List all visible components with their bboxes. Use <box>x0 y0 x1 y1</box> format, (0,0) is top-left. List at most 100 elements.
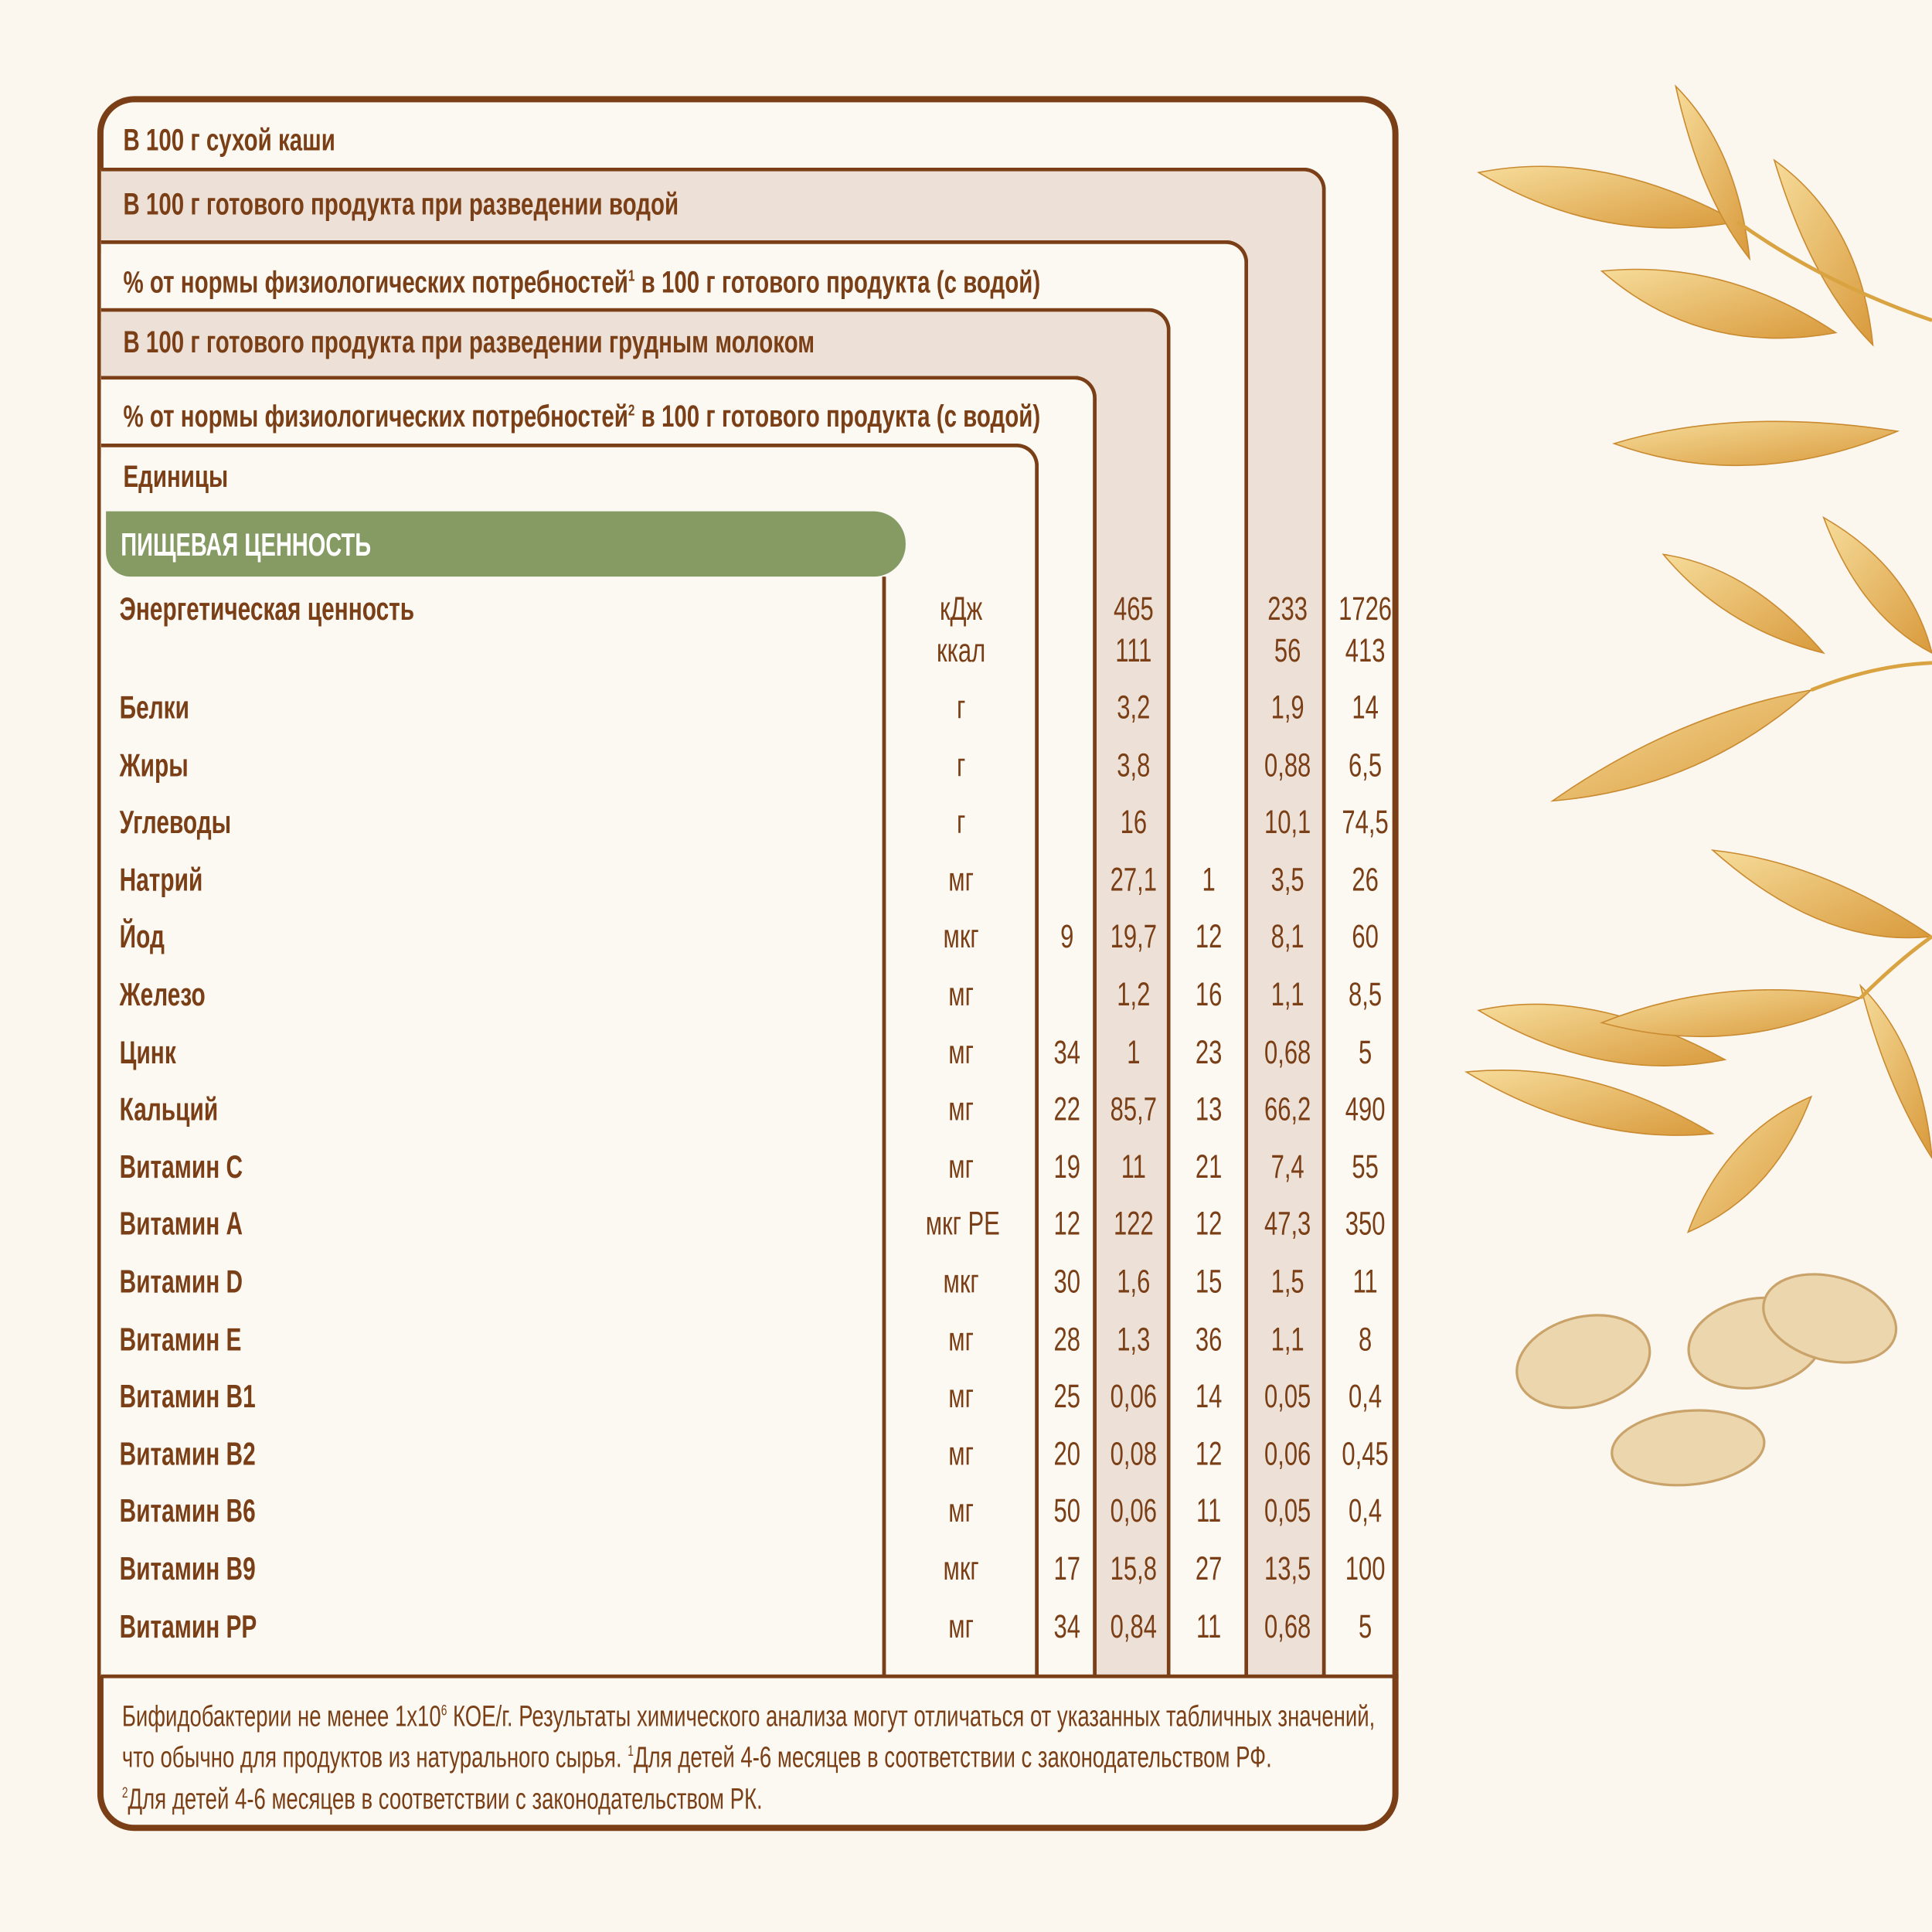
unit-cell: мг <box>948 1148 974 1185</box>
oat-stems <box>1736 220 1932 1000</box>
section-title: ПИЩЕВАЯ ЦЕННОСТЬ <box>121 526 372 563</box>
oat-spikelets <box>1464 84 1932 1233</box>
value-cell-milk: 0,08 <box>1110 1435 1158 1472</box>
value-cell: 56 <box>1274 631 1301 669</box>
header-pct2: % от нормы физиологических потребностей2… <box>123 392 1040 435</box>
value-cell: 413 <box>1345 631 1386 669</box>
unit-cell: ккал <box>937 631 986 669</box>
value-cell-water: 1,1 <box>1270 1320 1304 1358</box>
value-cell-pct1: 1 <box>1202 861 1216 898</box>
value-cell-milk: 122 <box>1113 1205 1154 1243</box>
value-cell-dry: 490 <box>1345 1090 1386 1128</box>
unit-cell: мкг <box>943 1263 979 1301</box>
value-cell-pct1: 11 <box>1196 1607 1222 1645</box>
footnote-ref: 1 <box>628 266 635 285</box>
unit-cell: г <box>956 689 966 726</box>
value-cell-pct2: 28 <box>1053 1320 1080 1358</box>
row-name: Йод <box>119 918 165 956</box>
value-cell-pct1: 16 <box>1195 975 1223 1013</box>
value-cell-dry: 60 <box>1352 918 1379 956</box>
value-cell-water: 0,88 <box>1264 746 1311 784</box>
value-cell-milk: 1 <box>1127 1033 1141 1070</box>
value-cell-dry: 350 <box>1345 1205 1386 1243</box>
header-pct2-text2: в 100 г готового продукта (с водой) <box>634 400 1041 434</box>
value-cell-dry: 74,5 <box>1342 803 1389 841</box>
table-bottom-divider <box>100 1674 1399 1679</box>
value-cell-milk: 0,06 <box>1110 1377 1158 1415</box>
row-name: Витамин РР <box>119 1607 257 1645</box>
value-cell-dry: 5 <box>1358 1033 1372 1070</box>
value-cell: 111 <box>1115 631 1152 669</box>
value-cell-pct2: 19 <box>1053 1148 1080 1185</box>
row-name: Натрий <box>119 861 203 898</box>
header-pct1-text: % от нормы физиологических потребностей <box>123 265 628 300</box>
footnote-sup: 1 <box>628 1742 634 1760</box>
unit-cell: мг <box>948 1435 974 1472</box>
value-cell-dry: 0,4 <box>1349 1492 1383 1530</box>
footnote-text: Для детей 4-6 месяцев в соответствии с з… <box>633 1740 1272 1774</box>
value-cell-milk: 3,2 <box>1117 689 1151 726</box>
row-name: Цинк <box>119 1033 176 1070</box>
footnote-text: что обычно для продуктов из натурального… <box>121 1740 628 1774</box>
value-cell-water: 0,68 <box>1264 1607 1311 1645</box>
unit-cell: мг <box>948 1033 974 1070</box>
value-cell-dry: 100 <box>1345 1549 1386 1587</box>
header-milk: В 100 г готового продукта при разведении… <box>123 325 815 360</box>
value-cell-pct1: 15 <box>1195 1263 1223 1301</box>
value-cell-pct1: 12 <box>1195 918 1223 956</box>
value-cell-dry: 8,5 <box>1349 975 1383 1013</box>
value-cell-water: 47,3 <box>1264 1205 1311 1243</box>
row-name: Витамин В6 <box>119 1492 256 1530</box>
value-cell-pct2: 34 <box>1053 1033 1080 1070</box>
value-cell-water: 0,68 <box>1264 1033 1311 1070</box>
value-cell-dry: 6,5 <box>1349 746 1383 784</box>
value-cell-dry: 0,4 <box>1349 1377 1383 1415</box>
value-cell-milk: 1,2 <box>1117 975 1151 1013</box>
header-pct2-text: % от нормы физиологических потребностей <box>123 400 628 434</box>
value-cell-water: 7,4 <box>1270 1148 1304 1185</box>
row-name: Витамин С <box>119 1148 243 1185</box>
value-cell-pct1: 11 <box>1196 1492 1222 1530</box>
row-name: Витамин Е <box>119 1320 242 1358</box>
unit-cell: мкг <box>943 918 979 956</box>
unit-cell: мкг РЕ <box>925 1205 1000 1243</box>
value-cell-water: 1,9 <box>1270 689 1304 726</box>
value-cell-pct2: 30 <box>1053 1263 1080 1301</box>
value-cell-water: 13,5 <box>1264 1549 1311 1587</box>
value-cell-dry: 55 <box>1352 1148 1379 1185</box>
value-cell-pct1: 13 <box>1195 1090 1223 1128</box>
value-cell-milk: 0,84 <box>1110 1607 1158 1645</box>
value-cell-water: 1,1 <box>1270 975 1304 1013</box>
row-name: Витамин В2 <box>119 1435 256 1472</box>
unit-cell: кДж <box>939 590 983 628</box>
value-cell-pct1: 23 <box>1195 1033 1223 1070</box>
value-cell-milk: 0,06 <box>1110 1492 1158 1530</box>
value-cell-dry: 14 <box>1352 689 1379 726</box>
value-cell-milk: 85,7 <box>1110 1090 1158 1128</box>
row-name: Витамин D <box>119 1263 243 1301</box>
oat-illustration <box>1464 84 1932 1487</box>
oat-flakes <box>1515 1273 1898 1487</box>
unit-cell: г <box>956 746 966 784</box>
value-cell-pct1: 27 <box>1195 1549 1223 1587</box>
value-cell-milk: 19,7 <box>1110 918 1158 956</box>
value-cell: 233 <box>1267 590 1308 628</box>
unit-cell: мг <box>948 1090 974 1128</box>
unit-cell: мкг <box>943 1549 979 1587</box>
value-cell-pct2: 12 <box>1053 1205 1080 1243</box>
value-cell-pct1: 12 <box>1195 1205 1223 1243</box>
unit-cell: мг <box>948 861 974 898</box>
footnote-sup: 2 <box>121 1784 128 1801</box>
value-cell-milk: 15,8 <box>1110 1549 1158 1587</box>
row-name: Белки <box>119 689 189 726</box>
row-name: Витамин А <box>119 1205 243 1243</box>
value-cell-dry: 11 <box>1352 1263 1378 1301</box>
value-cell-pct1: 36 <box>1195 1320 1223 1358</box>
unit-cell: мг <box>948 1320 974 1358</box>
footnote-sup: 6 <box>440 1701 447 1719</box>
value-cell-dry: 26 <box>1352 861 1379 898</box>
header-pct1: % от нормы физиологических потребностей1… <box>123 257 1040 301</box>
row-name-energy: Энергетическая ценность <box>119 590 415 628</box>
value-cell-water: 66,2 <box>1264 1090 1311 1128</box>
